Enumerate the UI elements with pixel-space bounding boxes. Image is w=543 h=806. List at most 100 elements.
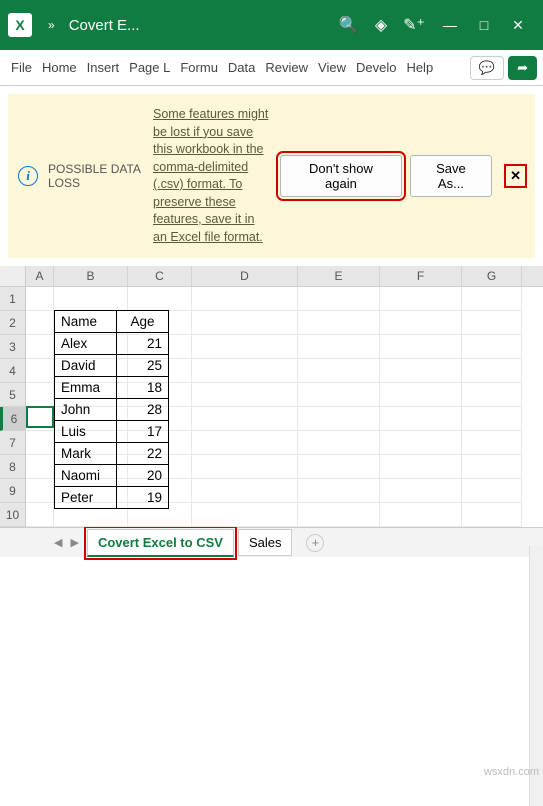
cell[interactable]	[192, 431, 298, 455]
message-body[interactable]: Some features might be lost if you save …	[153, 106, 270, 246]
cell[interactable]	[462, 503, 522, 527]
row-header[interactable]: 6	[0, 407, 26, 431]
tab-review[interactable]: Review	[260, 60, 313, 75]
table-cell[interactable]: Alex	[55, 333, 117, 355]
cell[interactable]	[462, 407, 522, 431]
row-header[interactable]: 2	[0, 311, 26, 335]
cell[interactable]	[298, 407, 380, 431]
table-cell[interactable]: 18	[117, 377, 169, 399]
table-header[interactable]: Age	[117, 311, 169, 333]
row-header[interactable]: 4	[0, 359, 26, 383]
spreadsheet-grid[interactable]: A B C D E F G 12345678910 Name Age Alex2…	[0, 266, 543, 527]
row-header[interactable]: 1	[0, 287, 26, 311]
maximize-button[interactable]: □	[467, 17, 501, 33]
table-row[interactable]: Luis17	[55, 421, 169, 443]
cell[interactable]	[26, 383, 54, 407]
grid-row[interactable]: 1	[0, 287, 543, 311]
row-header[interactable]: 3	[0, 335, 26, 359]
cell[interactable]	[380, 335, 462, 359]
table-cell[interactable]: Mark	[55, 443, 117, 465]
diamond-icon[interactable]: ◈	[375, 15, 387, 35]
cell[interactable]	[192, 287, 298, 311]
col-header[interactable]: B	[54, 266, 128, 286]
cell[interactable]	[192, 335, 298, 359]
cell[interactable]	[380, 503, 462, 527]
row-header[interactable]: 10	[0, 503, 26, 527]
cell[interactable]	[380, 287, 462, 311]
share-button[interactable]: ➦	[508, 56, 537, 80]
cell[interactable]	[192, 383, 298, 407]
table-cell[interactable]: 17	[117, 421, 169, 443]
cell[interactable]	[380, 359, 462, 383]
add-sheet-button[interactable]: +	[306, 534, 324, 552]
col-header[interactable]: G	[462, 266, 522, 286]
wand-icon[interactable]: ✎⁺	[403, 15, 425, 35]
cell[interactable]	[192, 479, 298, 503]
cell[interactable]	[380, 383, 462, 407]
tab-pagelayout[interactable]: Page L	[124, 60, 175, 75]
qa-chevron-icon[interactable]: »	[48, 18, 55, 32]
cell[interactable]	[298, 383, 380, 407]
cell[interactable]	[192, 455, 298, 479]
table-cell[interactable]: David	[55, 355, 117, 377]
cell[interactable]	[192, 503, 298, 527]
cell[interactable]	[192, 407, 298, 431]
cell[interactable]	[26, 431, 54, 455]
cell[interactable]	[26, 479, 54, 503]
search-icon[interactable]: 🔍	[339, 15, 359, 35]
cell[interactable]	[462, 311, 522, 335]
table-cell[interactable]: Luis	[55, 421, 117, 443]
cell[interactable]	[298, 359, 380, 383]
cell[interactable]	[298, 479, 380, 503]
dont-show-again-button[interactable]: Don't show again	[280, 155, 402, 197]
cell[interactable]	[298, 287, 380, 311]
table-row[interactable]: Naomi20	[55, 465, 169, 487]
close-button[interactable]: ✕	[501, 17, 535, 34]
tab-developer[interactable]: Develo	[351, 60, 401, 75]
cell[interactable]	[26, 359, 54, 383]
table-cell[interactable]: 25	[117, 355, 169, 377]
row-header[interactable]: 8	[0, 455, 26, 479]
cell[interactable]	[298, 431, 380, 455]
table-cell[interactable]: 21	[117, 333, 169, 355]
table-cell[interactable]: 22	[117, 443, 169, 465]
tab-insert[interactable]: Insert	[82, 60, 125, 75]
cell[interactable]	[26, 335, 54, 359]
cell[interactable]	[462, 359, 522, 383]
cell[interactable]	[26, 503, 54, 527]
table-cell[interactable]: Emma	[55, 377, 117, 399]
cell[interactable]	[462, 287, 522, 311]
cell[interactable]	[462, 335, 522, 359]
table-row[interactable]: David25	[55, 355, 169, 377]
col-header[interactable]: E	[298, 266, 380, 286]
cell[interactable]	[26, 311, 54, 335]
comments-button[interactable]: 💬	[470, 56, 504, 80]
table-cell[interactable]: 19	[117, 487, 169, 509]
cell[interactable]	[54, 287, 128, 311]
tab-help[interactable]: Help	[401, 60, 438, 75]
file-name[interactable]: Covert E...	[69, 17, 331, 34]
table-row[interactable]: John28	[55, 399, 169, 421]
cell[interactable]	[26, 287, 54, 311]
tab-file[interactable]: File	[6, 60, 37, 75]
cell[interactable]	[380, 311, 462, 335]
row-header[interactable]: 5	[0, 383, 26, 407]
tab-data[interactable]: Data	[223, 60, 260, 75]
cell[interactable]	[380, 431, 462, 455]
cell[interactable]	[298, 455, 380, 479]
tab-home[interactable]: Home	[37, 60, 82, 75]
col-header[interactable]: D	[192, 266, 298, 286]
row-header[interactable]: 9	[0, 479, 26, 503]
tab-view[interactable]: View	[313, 60, 351, 75]
table-header[interactable]: Name	[55, 311, 117, 333]
tab-formulas[interactable]: Formu	[175, 60, 223, 75]
col-header[interactable]: A	[26, 266, 54, 286]
table-row[interactable]: Peter19	[55, 487, 169, 509]
cell[interactable]	[26, 455, 54, 479]
cell[interactable]	[462, 383, 522, 407]
cell[interactable]	[298, 503, 380, 527]
cell[interactable]	[298, 311, 380, 335]
cell[interactable]	[192, 311, 298, 335]
table-cell[interactable]: Naomi	[55, 465, 117, 487]
table-cell[interactable]: 28	[117, 399, 169, 421]
